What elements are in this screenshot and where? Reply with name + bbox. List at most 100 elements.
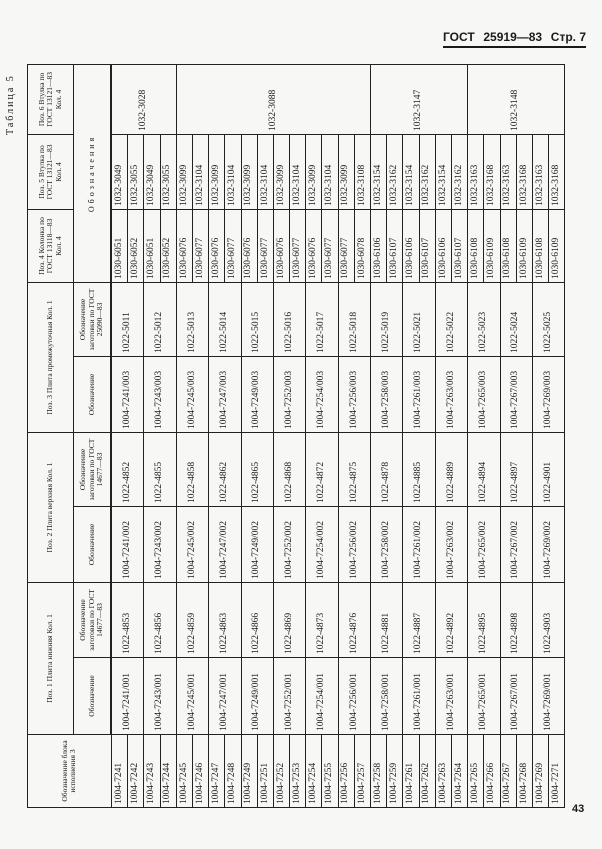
pos2-designation-cell: 1004-7254/002 — [305, 506, 339, 583]
pos4-cell: 1030-6077 — [192, 209, 209, 283]
pos6-cell: 1032-3088 — [176, 64, 371, 135]
pos5-cell: 1032-3104 — [257, 134, 274, 210]
pos4-cell: 1030-6078 — [354, 209, 371, 283]
pos2-designation-cell: 1004-7247/002 — [208, 506, 241, 583]
pos2-blank-cell: 1022-4868 — [273, 432, 306, 507]
pos1-blank-cell: 1022-4873 — [305, 582, 339, 658]
block-designation-cell: 1004-7257 — [354, 734, 371, 808]
pos4-cell: 1030-6106 — [435, 209, 452, 283]
pos2-designation-cell: 1004-7243/002 — [143, 506, 177, 583]
pos2-designation-cell: 1004-7267/002 — [500, 506, 533, 583]
pos1-blank-cell: 1022-4869 — [273, 582, 306, 658]
pos2-blank-cell: 1022-4855 — [143, 432, 177, 507]
pos3-designation-cell: 1004-7263/003 — [435, 356, 468, 433]
pos3-designation-cell: 1004-7241/003 — [111, 356, 144, 433]
block-designation-cell: 1004-7254 — [305, 734, 322, 808]
pos1-designation-cell: 1004-7252/001 — [273, 657, 306, 735]
block-designation-cell: 1004-7262 — [419, 734, 436, 808]
pos2-designation-cell: 1004-7256/002 — [338, 506, 371, 583]
block-designation-cell: 1004-7268 — [516, 734, 533, 808]
pos1-designation-cell: 1004-7243/001 — [143, 657, 177, 735]
pos3-designation-cell: 1004-7261/003 — [402, 356, 436, 433]
pos5-cell: 1032-3168 — [483, 134, 500, 210]
pos5-cell: 1032-3162 — [451, 134, 468, 210]
pos6-cell: 1032-3028 — [111, 64, 177, 135]
pos3-blank-cell: 1022-5025 — [532, 282, 565, 357]
pos3-designation-cell: 1004-7252/003 — [273, 356, 306, 433]
pos4-cell: 1030-6076 — [305, 209, 322, 283]
pos5-cell: 1032-3163 — [500, 134, 517, 210]
subheader-pos3-designation: Обозначение — [73, 356, 111, 433]
pos1-blank-cell: 1022-4887 — [402, 582, 436, 658]
block-designation-cell: 1004-7244 — [160, 734, 177, 808]
table-row: 1004-7258 1004-7258/001 1022-4881 1004-7258… — [370, 64, 468, 808]
pos4-cell: 1030-6109 — [548, 209, 565, 283]
page-header: ГОСТ 25919—83 Стр. 7 — [443, 30, 586, 48]
page-number: 43 — [572, 803, 585, 815]
pos3-designation-cell: 1004-7269/003 — [532, 356, 565, 433]
table-row: 1004-7241 1004-7241/001 1022-4853 1004-7241… — [111, 64, 177, 808]
block-designation-cell: 1004-7256 — [338, 734, 355, 808]
pos4-cell: 1030-6076 — [241, 209, 258, 283]
table-row: 1004-7265 1004-7265/001 1022-4895 1004-7265… — [467, 64, 565, 808]
pos6-cell: 1032-3148 — [467, 64, 565, 135]
pos2-blank-cell: 1022-4897 — [500, 432, 533, 507]
block-designation-cell: 1004-7269 — [532, 734, 549, 808]
block-designation-cell: 1004-7242 — [127, 734, 144, 808]
pos4-cell: 1030-6051 — [111, 209, 128, 283]
block-designation-cell: 1004-7253 — [289, 734, 306, 808]
pos5-cell: 1032-3099 — [176, 134, 193, 210]
block-designation-cell: 1004-7241 — [111, 734, 128, 808]
pos1-designation-cell: 1004-7269/001 — [532, 657, 565, 735]
pos1-blank-cell: 1022-4892 — [435, 582, 468, 658]
pos3-designation-cell: 1004-7243/003 — [143, 356, 177, 433]
pos5-cell: 1032-3168 — [548, 134, 565, 210]
table-row: 1004-7261 1004-7261/001 1022-4887 1004-7261… — [402, 64, 436, 808]
pos1-designation-cell: 1004-7245/001 — [176, 657, 209, 735]
table-row: 1004-7247 1004-7247/001 1022-4863 1004-7247… — [208, 64, 241, 808]
block-designation-cell: 1004-7243 — [143, 734, 161, 808]
pos5-cell: 1032-3162 — [419, 134, 436, 210]
pos5-cell: 1032-3055 — [160, 134, 177, 210]
pos5-cell: 1032-3099 — [338, 134, 355, 210]
header-pos5: Поз. 5 Втулка по ГОСТ 13121—83 Кол. 4 — [27, 134, 74, 210]
pos4-cell: 1030-6106 — [402, 209, 420, 283]
pos3-designation-cell: 1004-7245/003 — [176, 356, 209, 433]
pos4-cell: 1030-6077 — [338, 209, 355, 283]
table-row: 1004-7245 1004-7245/001 1022-4859 1004-7245… — [176, 64, 371, 808]
pos1-designation-cell: 1004-7247/001 — [208, 657, 241, 735]
pos1-designation-cell: 1004-7249/001 — [241, 657, 274, 735]
pos3-designation-cell: 1004-7254/003 — [305, 356, 339, 433]
pos5-cell: 1032-3049 — [143, 134, 161, 210]
table-row: 1004-7256 1004-7256/001 1022-4876 1004-7256… — [338, 64, 371, 808]
pos2-blank-cell: 1022-4852 — [111, 432, 144, 507]
pos1-designation-cell: 1004-7267/001 — [500, 657, 533, 735]
table-row: 1004-7252 1004-7252/001 1022-4869 1004-7252… — [273, 64, 306, 808]
pos1-blank-cell: 1022-4866 — [241, 582, 274, 658]
pos5-cell: 1032-3104 — [224, 134, 241, 210]
pos2-blank-cell: 1022-4872 — [305, 432, 339, 507]
table-row: 1004-7249 1004-7249/001 1022-4866 1004-7249… — [241, 64, 274, 808]
pos2-blank-cell: 1022-4858 — [176, 432, 209, 507]
table-row: 1004-7267 1004-7267/001 1022-4898 1004-7267… — [500, 64, 533, 808]
pos5-cell: 1032-3099 — [305, 134, 322, 210]
pos1-blank-cell: 1022-4853 — [111, 582, 144, 658]
pos3-blank-cell: 1022-5023 — [467, 282, 500, 357]
pos2-blank-cell: 1022-4865 — [241, 432, 274, 507]
pos4-cell: 1030-6108 — [532, 209, 549, 283]
table-row: 1004-7243 1004-7243/001 1022-4856 1004-7243… — [143, 64, 177, 808]
pos3-designation-cell: 1004-7267/003 — [500, 356, 533, 433]
pos5-cell: 1032-3049 — [111, 134, 128, 210]
pos4-cell: 1030-6107 — [419, 209, 436, 283]
pos5-cell: 1032-3163 — [467, 134, 484, 210]
standard-label: ГОСТ — [443, 30, 475, 44]
block-designation-cell: 1004-7246 — [192, 734, 209, 808]
pos4-cell: 1030-6051 — [143, 209, 161, 283]
block-designation-cell: 1004-7251 — [257, 734, 274, 808]
block-designation-cell: 1004-7249 — [241, 734, 258, 808]
table-row: 1004-7254 1004-7254/001 1022-4873 1004-7254… — [305, 64, 339, 808]
pos4-cell: 1030-6107 — [451, 209, 468, 283]
pos1-designation-cell: 1004-7263/001 — [435, 657, 468, 735]
pos5-cell: 1032-3099 — [273, 134, 290, 210]
pos5-cell: 1032-3104 — [289, 134, 306, 210]
